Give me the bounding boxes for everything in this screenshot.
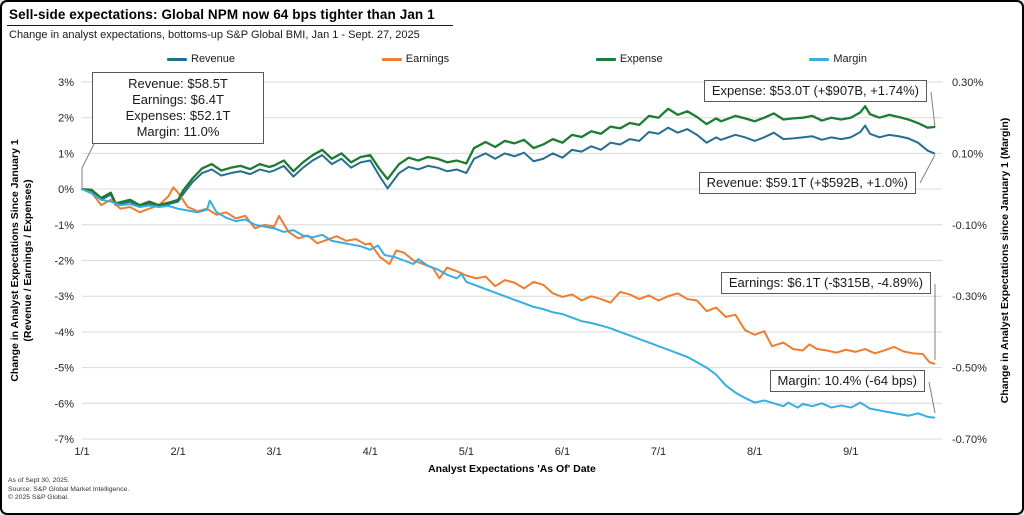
left-axis-tick-label: -1%	[54, 220, 74, 232]
series-line-earnings	[81, 186, 936, 365]
left-axis-tick-label: -3%	[54, 291, 74, 303]
legend: Revenue Earnings Expense Margin	[167, 53, 867, 65]
footnote-as-of: As of Sept 30, 2025.	[8, 477, 70, 484]
footnote-copyright: © 2025 S&P Global.	[8, 494, 69, 502]
earnings-callout: Earnings: $6.1T (-$315B, -4.89%)	[720, 272, 931, 294]
expense-line-swatch-icon	[595, 57, 616, 61]
right-axis-tick-label: -0.50%	[952, 363, 987, 375]
earnings-line-swatch-icon	[381, 57, 402, 61]
legend-item-revenue: Revenue	[167, 53, 235, 65]
legend-label-revenue: Revenue	[191, 53, 236, 65]
series-line-margin	[81, 188, 936, 419]
x-axis-tick-label: 3/1	[267, 446, 282, 458]
expense-callout: Expense: $53.0T (+$907B, +1.74%)	[703, 80, 927, 102]
footnote-source: Source: S&P Global Market Intelligence.	[8, 485, 130, 493]
right-axis-tick-label: -0.70%	[952, 434, 987, 446]
revenue-callout: Revenue: $59.1T (+$592B, +1.0%)	[698, 172, 916, 194]
left-axis-tick-label: 0%	[58, 184, 74, 196]
left-axis-tick-label: 1%	[58, 148, 74, 160]
left-axis-tick-label: 2%	[58, 113, 74, 125]
callout-leader-line	[930, 91, 936, 128]
x-axis-tick-label: 6/1	[555, 446, 570, 458]
left-axis-tick-label: -7%	[54, 434, 74, 446]
x-axis-tick-label: 4/1	[363, 446, 378, 458]
margin-line-swatch-icon	[809, 57, 830, 61]
right-axis-tick-label: -0.10%	[952, 220, 987, 232]
start-values-callout: Revenue: $58.5T Earnings: $6.4T Expenses…	[92, 72, 264, 144]
x-axis-tick-label: 9/1	[843, 446, 858, 458]
left-axis-title-line2: (Revenue / Earnings / Expenses)	[22, 179, 34, 341]
left-axis-title-line1: Change in Analyst Expectations Since Jan…	[9, 139, 21, 382]
callout-leader-line	[919, 154, 936, 184]
series-line-revenue	[81, 124, 936, 208]
revenue-line-swatch-icon	[167, 57, 187, 61]
x-axis-tick-label: 7/1	[651, 446, 666, 458]
left-axis-tick-label: -6%	[54, 398, 74, 410]
callout-leader-line	[928, 381, 936, 414]
left-axis-tick-label: -2%	[54, 256, 74, 268]
legend-item-margin: Margin	[809, 53, 867, 65]
start-revenue-value: Revenue: $58.5T	[128, 76, 228, 91]
start-margin-value: Margin: 11.0%	[136, 124, 220, 139]
left-axis-tick-label: 3%	[58, 77, 74, 89]
source-footnote: As of Sept 30, 2025. Source: S&P Global …	[8, 477, 129, 503]
callout-leader-line	[81, 141, 96, 188]
left-axis-tick-label: -4%	[54, 327, 74, 339]
right-axis-tick-label: -0.30%	[952, 291, 987, 303]
x-axis-tick-label: 2/1	[170, 446, 185, 458]
legend-label-margin: Margin	[833, 53, 867, 65]
start-earnings-value: Earnings: $6.4T	[132, 92, 224, 107]
legend-label-expense: Expense	[619, 53, 663, 65]
legend-label-earnings: Earnings	[405, 53, 450, 65]
x-axis-title: Analyst Expectations 'As Of' Date	[428, 463, 596, 475]
margin-callout: Margin: 10.4% (-64 bps)	[769, 370, 925, 392]
right-axis-tick-label: 0.10%	[952, 148, 983, 160]
x-axis-tick-label: 1/1	[74, 446, 89, 458]
page-title: Sell-side expectations: Global NPM now 6…	[7, 7, 453, 26]
start-expenses-value: Expenses: $52.1T	[125, 108, 231, 123]
right-axis-title: Change in Analyst Expectations since Jan…	[999, 118, 1011, 404]
legend-item-earnings: Earnings	[381, 53, 450, 65]
x-axis-tick-label: 5/1	[459, 446, 474, 458]
right-axis-tick-label: 0.30%	[952, 77, 983, 89]
x-axis-tick-label: 8/1	[747, 446, 762, 458]
left-axis-tick-label: -5%	[54, 363, 74, 375]
chart-subtitle: Change in analyst expectations, bottoms-…	[9, 29, 420, 41]
series-line-expense	[80, 105, 936, 207]
legend-item-expense: Expense	[595, 53, 663, 65]
